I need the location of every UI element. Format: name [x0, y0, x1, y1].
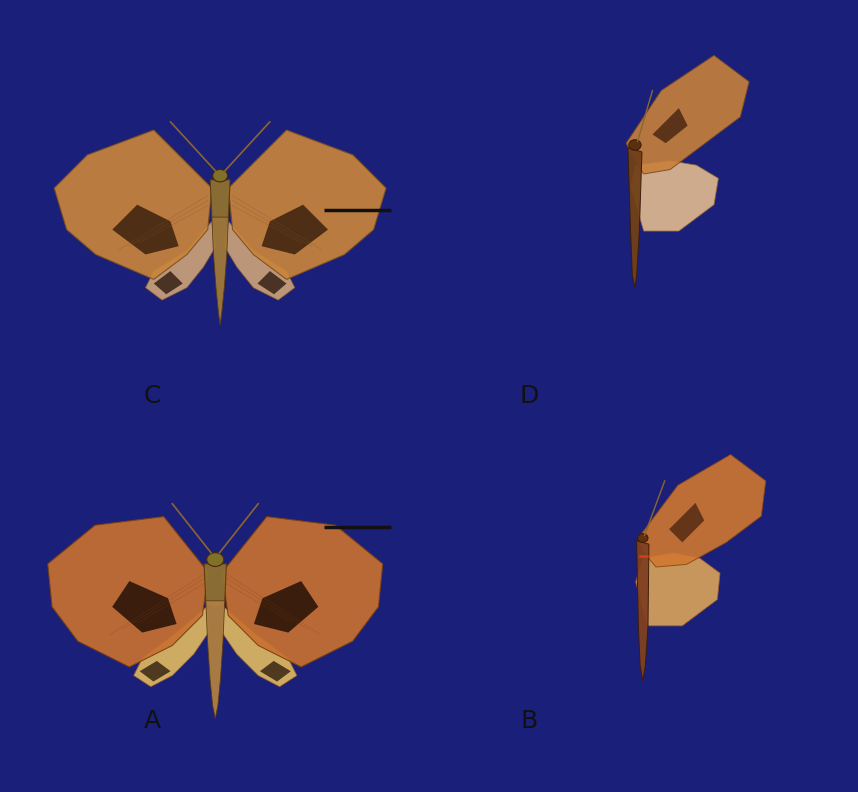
Text: A: A [144, 709, 161, 733]
Polygon shape [631, 161, 718, 231]
Polygon shape [669, 503, 704, 543]
Polygon shape [146, 221, 216, 300]
Text: B: B [521, 709, 538, 733]
Polygon shape [636, 553, 720, 626]
Polygon shape [626, 55, 749, 174]
Polygon shape [254, 581, 318, 633]
Text: D: D [520, 384, 539, 408]
Polygon shape [638, 455, 765, 567]
Polygon shape [652, 108, 687, 143]
Ellipse shape [207, 553, 224, 566]
Polygon shape [54, 130, 212, 280]
Ellipse shape [213, 169, 227, 182]
Polygon shape [224, 221, 295, 300]
Polygon shape [637, 541, 649, 681]
Polygon shape [112, 581, 177, 633]
Text: C: C [144, 384, 161, 408]
Polygon shape [140, 661, 171, 682]
Polygon shape [154, 271, 183, 295]
Polygon shape [257, 271, 287, 295]
Polygon shape [228, 130, 386, 280]
Polygon shape [260, 661, 291, 682]
Ellipse shape [629, 139, 641, 150]
Polygon shape [204, 564, 227, 607]
Polygon shape [212, 217, 228, 325]
Polygon shape [222, 516, 383, 667]
Polygon shape [628, 147, 642, 288]
Polygon shape [206, 601, 225, 718]
Polygon shape [210, 180, 230, 221]
Polygon shape [48, 516, 208, 667]
Polygon shape [134, 607, 208, 687]
Polygon shape [262, 204, 328, 254]
Polygon shape [222, 607, 297, 687]
Ellipse shape [637, 534, 648, 543]
Polygon shape [112, 204, 178, 254]
